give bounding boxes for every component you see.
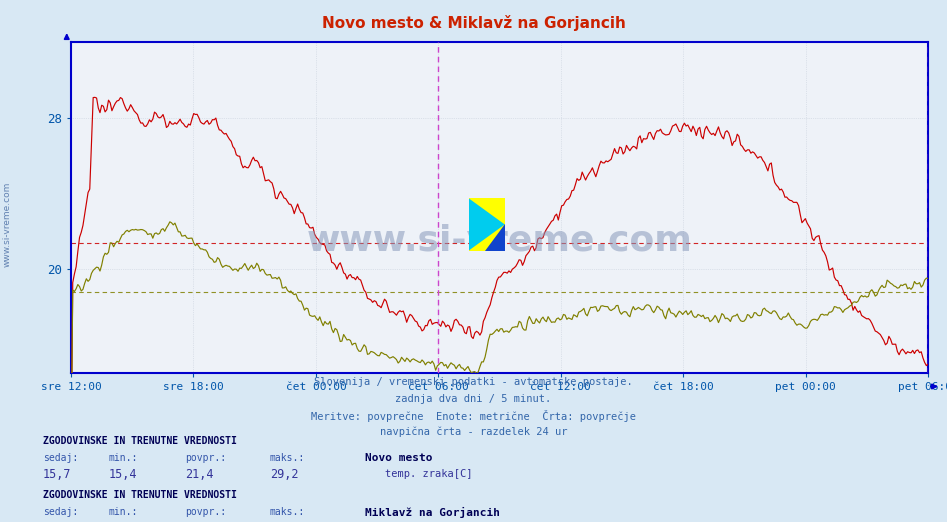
Polygon shape xyxy=(469,198,505,251)
Text: Novo mesto: Novo mesto xyxy=(365,453,432,463)
Text: sedaj:: sedaj: xyxy=(43,507,78,517)
Text: maks.:: maks.: xyxy=(270,507,305,517)
Text: ZGODOVINSKE IN TRENUTNE VREDNOSTI: ZGODOVINSKE IN TRENUTNE VREDNOSTI xyxy=(43,436,237,446)
Text: zadnja dva dni / 5 minut.: zadnja dva dni / 5 minut. xyxy=(396,394,551,404)
Text: Novo mesto & Miklavž na Gorjancih: Novo mesto & Miklavž na Gorjancih xyxy=(322,16,625,31)
Text: 21,4: 21,4 xyxy=(185,468,213,481)
Text: temp. zraka[C]: temp. zraka[C] xyxy=(385,469,473,480)
Text: min.:: min.: xyxy=(109,453,138,463)
Text: povpr.:: povpr.: xyxy=(185,507,225,517)
Text: povpr.:: povpr.: xyxy=(185,453,225,463)
Text: www.si-vreme.com: www.si-vreme.com xyxy=(3,182,12,267)
Text: ZGODOVINSKE IN TRENUTNE VREDNOSTI: ZGODOVINSKE IN TRENUTNE VREDNOSTI xyxy=(43,490,237,501)
Text: sedaj:: sedaj: xyxy=(43,453,78,463)
Text: min.:: min.: xyxy=(109,507,138,517)
Text: Miklavž na Gorjancih: Miklavž na Gorjancih xyxy=(365,506,500,518)
Text: 15,4: 15,4 xyxy=(109,468,137,481)
Text: 29,2: 29,2 xyxy=(270,468,298,481)
Text: Meritve: povprečne  Enote: metrične  Črta: povprečje: Meritve: povprečne Enote: metrične Črta:… xyxy=(311,410,636,421)
Text: 15,7: 15,7 xyxy=(43,468,71,481)
Text: Slovenija / vremenski podatki - avtomatske postaje.: Slovenija / vremenski podatki - avtomats… xyxy=(314,377,633,387)
Text: www.si-vreme.com: www.si-vreme.com xyxy=(307,223,692,258)
Polygon shape xyxy=(485,224,505,251)
Text: maks.:: maks.: xyxy=(270,453,305,463)
Text: navpična črta - razdelek 24 ur: navpična črta - razdelek 24 ur xyxy=(380,427,567,437)
